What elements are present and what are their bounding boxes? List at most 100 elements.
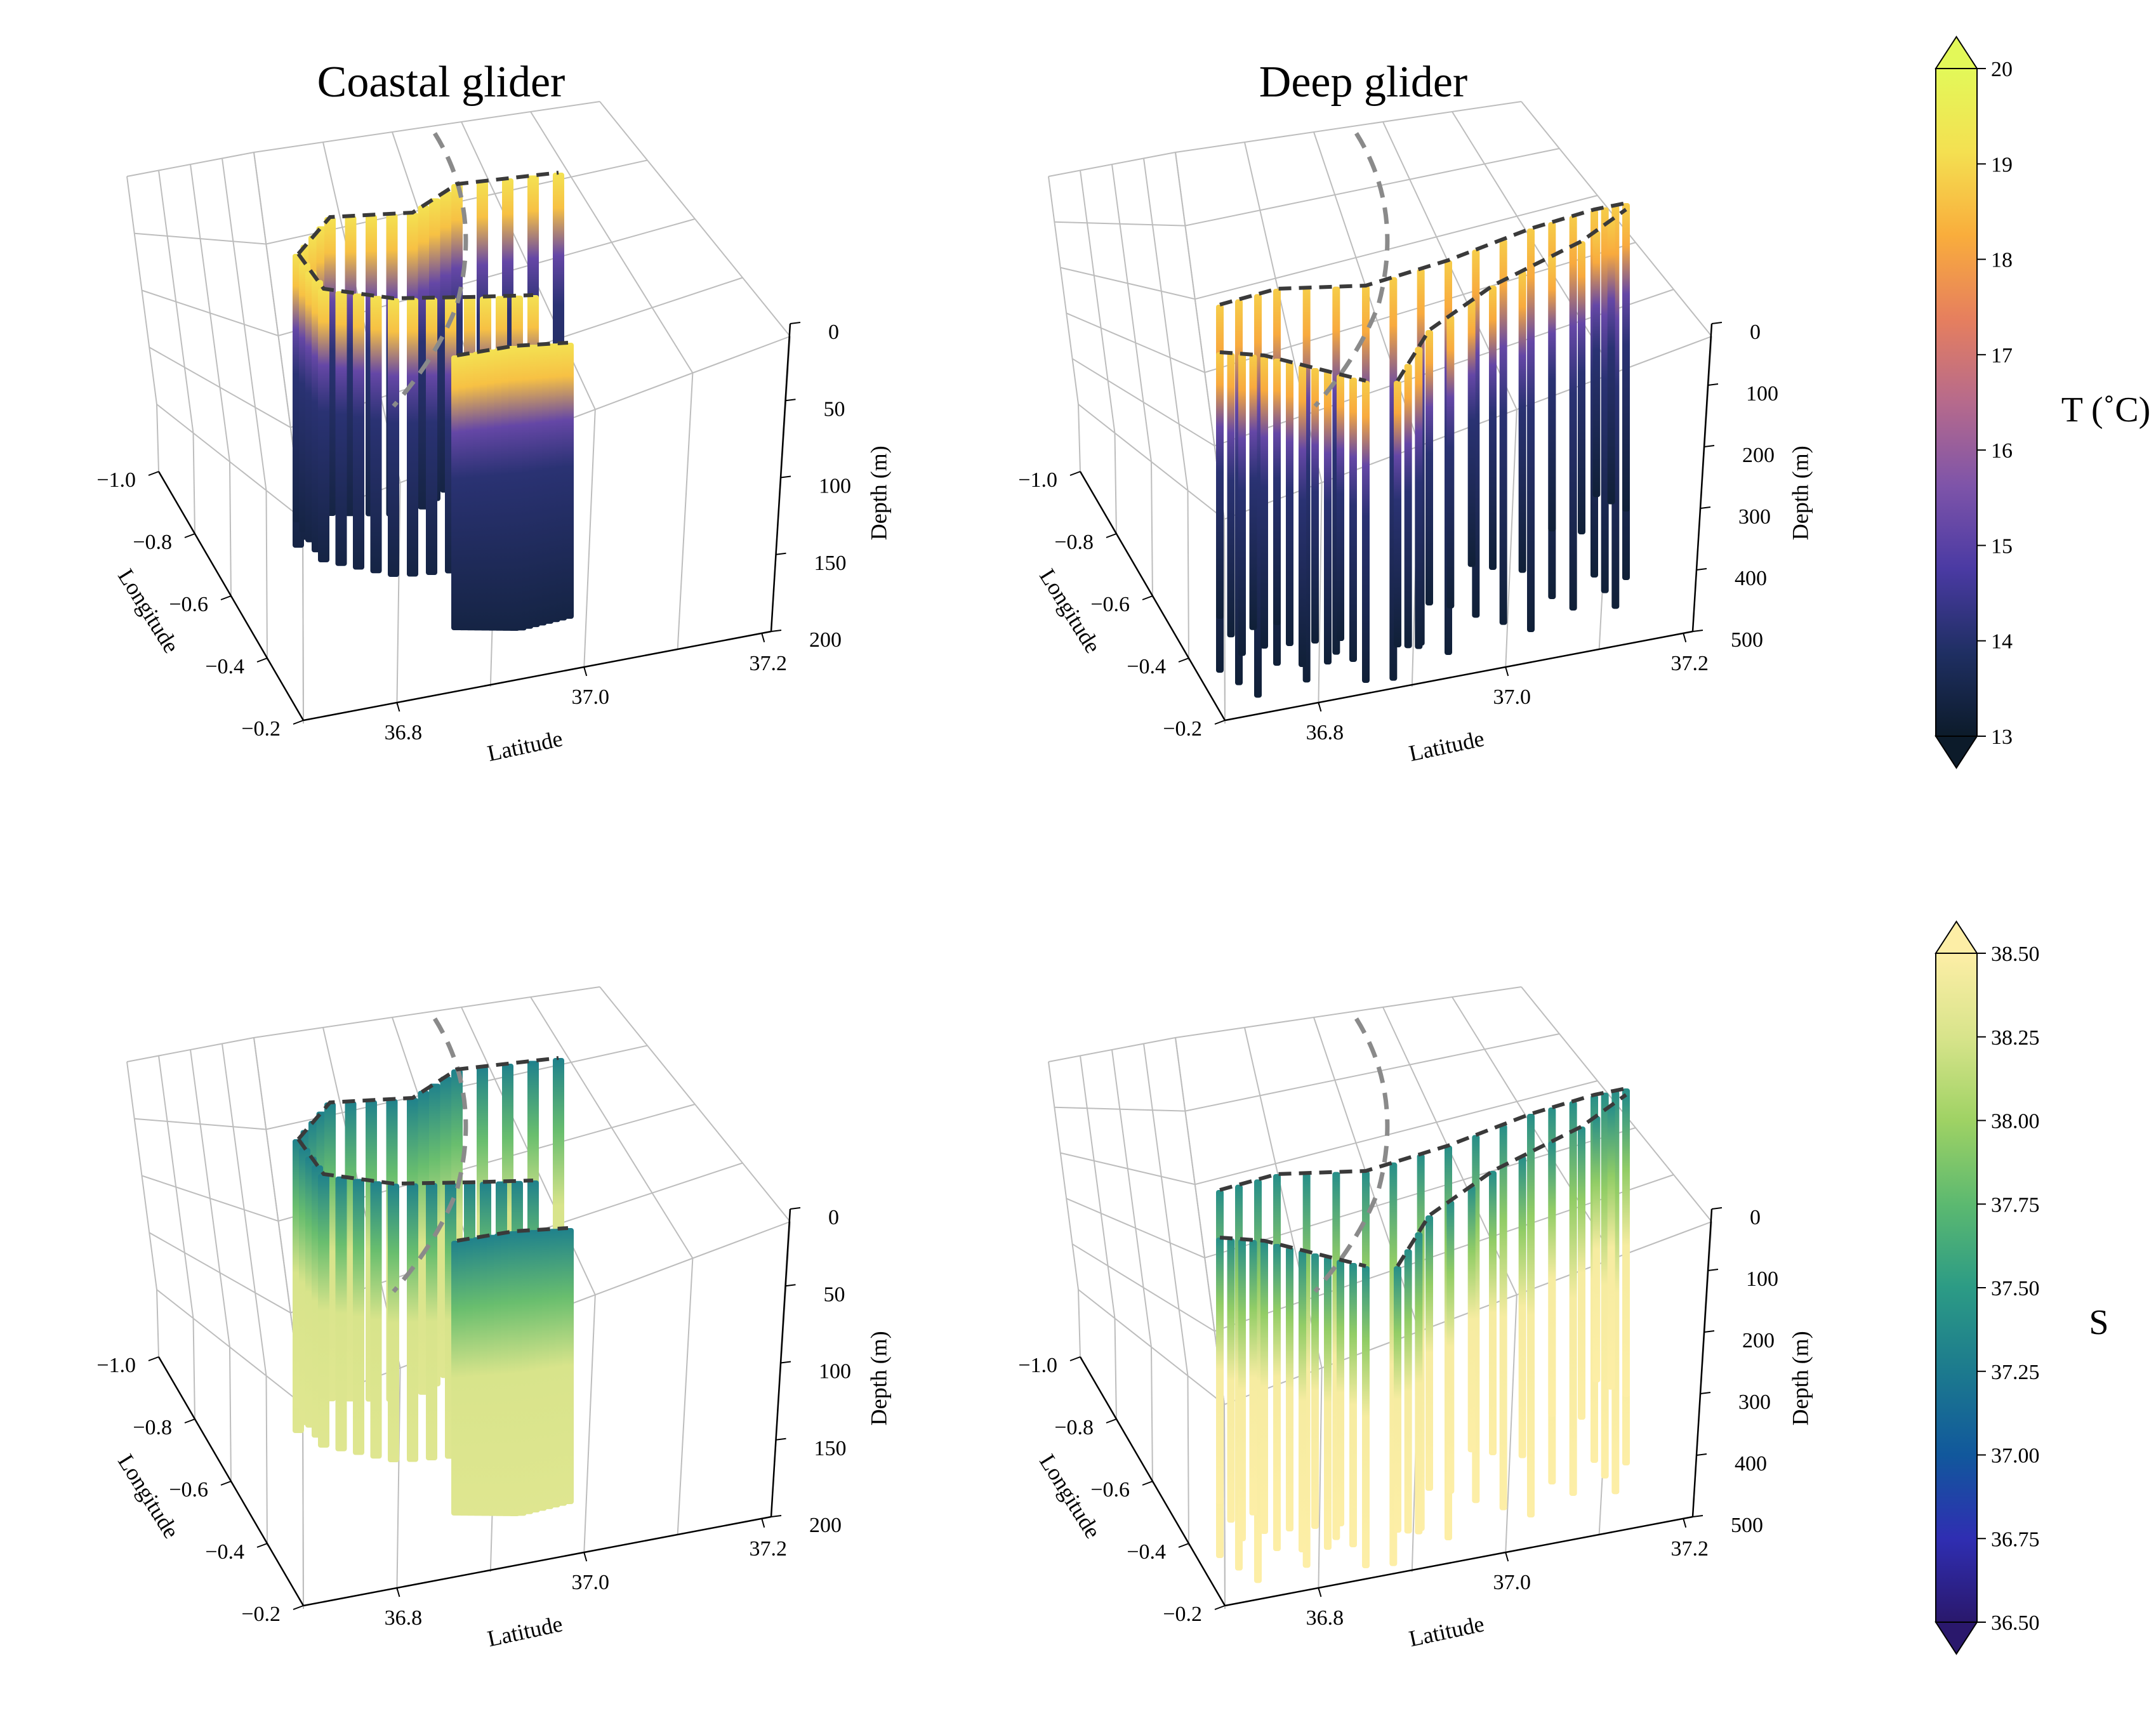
profile-43 xyxy=(1607,1105,1615,1390)
depth-tick-label: 400 xyxy=(1735,1452,1767,1476)
longitude-tick-label: −0.6 xyxy=(1090,1478,1130,1502)
profile-32 xyxy=(1394,1266,1401,1533)
profile-50 xyxy=(562,343,574,619)
colorbar-max-arrow xyxy=(1934,36,1978,69)
gridline xyxy=(1224,519,1226,724)
profile-29 xyxy=(1337,374,1344,641)
longitude-tick xyxy=(293,720,304,725)
profile-31 xyxy=(1362,1266,1370,1568)
gridline xyxy=(1080,170,1116,433)
gridline xyxy=(1143,1043,1189,1376)
longitude-tick xyxy=(1069,471,1081,476)
gridline xyxy=(1111,164,1152,462)
latitude-tick-label: 37.2 xyxy=(750,652,788,675)
profile-39 xyxy=(1518,1156,1526,1458)
longitude-tick-label: −0.2 xyxy=(241,717,281,741)
longitude-tick xyxy=(184,1418,195,1424)
profile-16 xyxy=(1601,207,1609,593)
latitude-axis-label: Latitude xyxy=(1406,1611,1486,1651)
depth-tick xyxy=(1696,568,1707,571)
latitude-tick-label: 36.8 xyxy=(385,1606,423,1630)
depth-axis-label: Depth (m) xyxy=(866,1331,892,1425)
colorbar-tick-label: 36.50 xyxy=(1991,1611,2040,1635)
profile-35 xyxy=(1425,330,1433,605)
gridline xyxy=(156,1289,159,1358)
depth-axis-label: Depth (m) xyxy=(1788,446,1813,540)
depth-tick-label: 200 xyxy=(1742,1329,1775,1352)
latitude-tick xyxy=(583,1552,588,1562)
profile-32 xyxy=(1394,381,1401,647)
depth-tick-label: 300 xyxy=(1738,505,1771,529)
longitude-tick xyxy=(1142,595,1153,600)
gridline xyxy=(1048,101,1522,177)
profile-27 xyxy=(1311,368,1319,644)
latitude-axis-line xyxy=(303,630,772,722)
depth-tick xyxy=(1696,1453,1707,1456)
glider-track xyxy=(1219,350,1366,383)
depth-tick-label: 0 xyxy=(1750,320,1761,344)
glider-track xyxy=(296,1138,534,1186)
colorbar-max-arrow xyxy=(1934,920,1978,954)
depth-tick xyxy=(1700,1392,1711,1394)
profile-11 xyxy=(1499,1124,1507,1510)
profile-19 xyxy=(1216,1238,1224,1504)
depth-tick xyxy=(770,1515,782,1517)
latitude-tick xyxy=(396,1587,400,1597)
depth-tick-label: 50 xyxy=(824,1283,845,1306)
longitude-tick xyxy=(220,595,232,600)
panel-deep-salinity: −1.0 −0.8 −0.6 −0.4 −0.2 36.8 37.0 37.2 0 100 200 3… xyxy=(1018,986,1813,1651)
profile-22 xyxy=(1249,354,1257,630)
profile-28 xyxy=(1324,371,1332,664)
profile-24 xyxy=(370,296,382,574)
profile-30 xyxy=(1349,378,1357,662)
colorbar-tick-label: 37.75 xyxy=(1991,1193,2040,1217)
latitude-tick xyxy=(1318,702,1322,712)
longitude-tick-label: −0.4 xyxy=(1127,1540,1166,1564)
depth-tick-label: 400 xyxy=(1735,567,1767,590)
depth-axis-line xyxy=(1691,1208,1713,1517)
profile-22 xyxy=(335,1176,347,1451)
gridline xyxy=(396,482,401,706)
front-line xyxy=(1313,132,1390,408)
profile-16 xyxy=(1601,1092,1609,1479)
gridline xyxy=(126,101,600,177)
panel-title-coastal: Coastal glider xyxy=(317,58,565,107)
colorbar-tick-label: 37.25 xyxy=(1991,1361,2040,1384)
profile-33 xyxy=(1404,1249,1412,1534)
depth-axis-label: Depth (m) xyxy=(866,446,892,540)
depth-tick xyxy=(1707,383,1719,386)
depth-tick xyxy=(780,1361,791,1364)
front-line xyxy=(392,1017,468,1293)
colorbar-tick-label: 20 xyxy=(1991,58,2013,81)
gridline xyxy=(1143,158,1189,491)
colorbar-min-arrow xyxy=(1934,736,1978,769)
latitude-axis-label: Latitude xyxy=(1406,725,1486,766)
gridline xyxy=(1080,1055,1116,1319)
glider-track xyxy=(1396,208,1627,382)
profile-24 xyxy=(1273,359,1281,625)
profile-27 xyxy=(1311,1253,1319,1529)
gridline xyxy=(126,986,600,1062)
gridline xyxy=(192,1318,195,1420)
longitude-tick xyxy=(1214,720,1226,725)
profile-36 xyxy=(1446,1200,1455,1494)
gridline xyxy=(229,1347,232,1483)
longitude-tick-label: −1.0 xyxy=(1018,1354,1057,1377)
gridline xyxy=(1054,1033,1560,1112)
profile-20 xyxy=(1227,353,1235,638)
latitude-tick-label: 37.2 xyxy=(1671,652,1709,675)
profile-35 xyxy=(1425,1215,1433,1491)
profile-21 xyxy=(318,1174,329,1448)
colorbar-label: S xyxy=(2089,1303,2108,1342)
profile-44 xyxy=(1622,1095,1630,1397)
gridline xyxy=(149,1162,743,1314)
profile-38 xyxy=(1489,1171,1497,1455)
latitude-tick xyxy=(396,702,400,712)
profile-43 xyxy=(1607,220,1615,505)
colorbar-tick-label: 15 xyxy=(1991,534,2013,558)
depth-tick xyxy=(790,1207,801,1210)
depth-tick xyxy=(1703,1330,1715,1333)
longitude-tick-label: −0.4 xyxy=(205,655,244,678)
profile-31 xyxy=(1362,381,1370,683)
gridline xyxy=(1114,433,1117,535)
